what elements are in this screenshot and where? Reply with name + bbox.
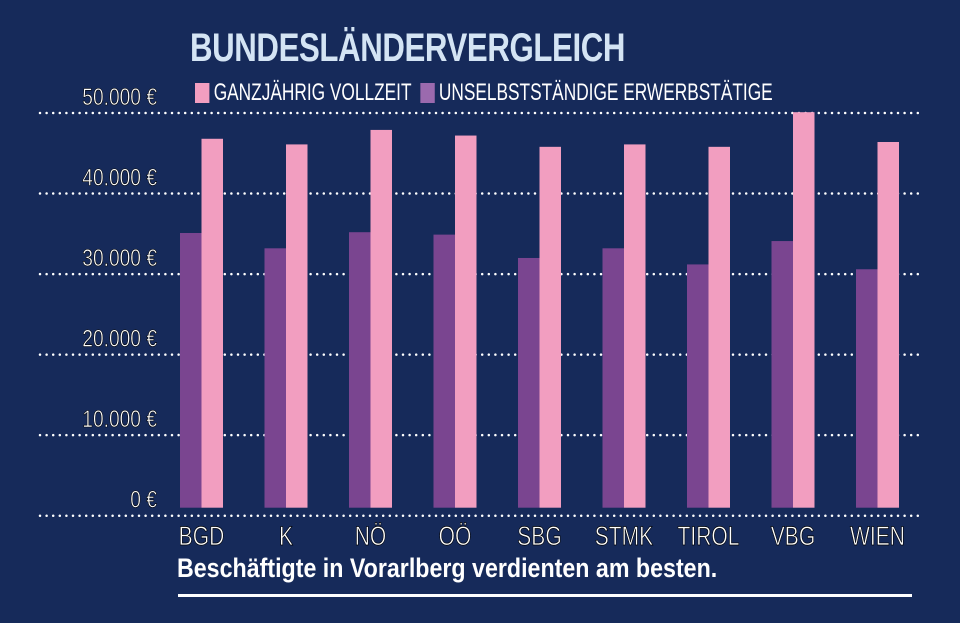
y-tick-label: 0 € — [130, 486, 157, 514]
legend-label-erwerbstaetige: UNSELBSTSTÄNDIGE ERWERBSTÄTIGE — [438, 79, 773, 106]
bar-erwerbstaetige — [518, 257, 540, 508]
bar-erwerbstaetige — [687, 264, 709, 508]
x-tick-label: WIEN — [850, 522, 905, 552]
subtitle-underline — [178, 594, 912, 597]
bar-vollzeit — [624, 144, 646, 508]
legend: GANZJÄHRIG VOLLZEIT UNSELBSTSTÄNDIGE ERW… — [195, 79, 781, 107]
chart-title: BUNDESLÄNDERVERGLEICH — [190, 26, 626, 70]
chart-subtitle: Beschäftigte in Vorarlberg verdienten am… — [177, 553, 718, 583]
bar-vollzeit — [370, 129, 392, 508]
bar-erwerbstaetige — [349, 232, 371, 508]
bar-vollzeit — [455, 135, 477, 508]
bar-erwerbstaetige — [264, 248, 286, 508]
legend-label-vollzeit: GANZJÄHRIG VOLLZEIT — [213, 79, 412, 106]
y-tick-label: 40.000 € — [82, 163, 157, 191]
x-tick-label: STMK — [595, 522, 653, 552]
bar-vollzeit — [793, 112, 815, 508]
y-tick-label: 10.000 € — [82, 405, 157, 433]
y-tick-label: 20.000 € — [82, 325, 157, 353]
x-tick-label: NÖ — [355, 522, 387, 552]
bar-erwerbstaetige — [771, 241, 793, 508]
x-tick-label: OÖ — [439, 522, 472, 552]
bar-vollzeit — [286, 144, 308, 508]
bar-erwerbstaetige — [433, 234, 455, 508]
bar-erwerbstaetige — [180, 233, 202, 508]
legend-swatch-erwerbstaetige — [420, 83, 435, 103]
x-tick-label: SBG — [517, 522, 561, 552]
x-tick-label: TIROL — [678, 522, 740, 552]
x-tick-label: VBG — [771, 522, 815, 552]
legend-swatch-vollzeit — [195, 83, 210, 103]
bar-vollzeit — [708, 146, 730, 508]
y-tick-label: 50.000 € — [82, 83, 157, 111]
bar-vollzeit — [201, 138, 223, 508]
y-tick-label: 30.000 € — [82, 244, 157, 272]
x-tick-label: BGD — [179, 522, 225, 552]
bar-erwerbstaetige — [602, 248, 624, 508]
bar-vollzeit — [877, 141, 899, 508]
x-tick-label: K — [279, 522, 293, 552]
bar-vollzeit — [539, 146, 561, 508]
bar-erwerbstaetige — [856, 269, 878, 508]
